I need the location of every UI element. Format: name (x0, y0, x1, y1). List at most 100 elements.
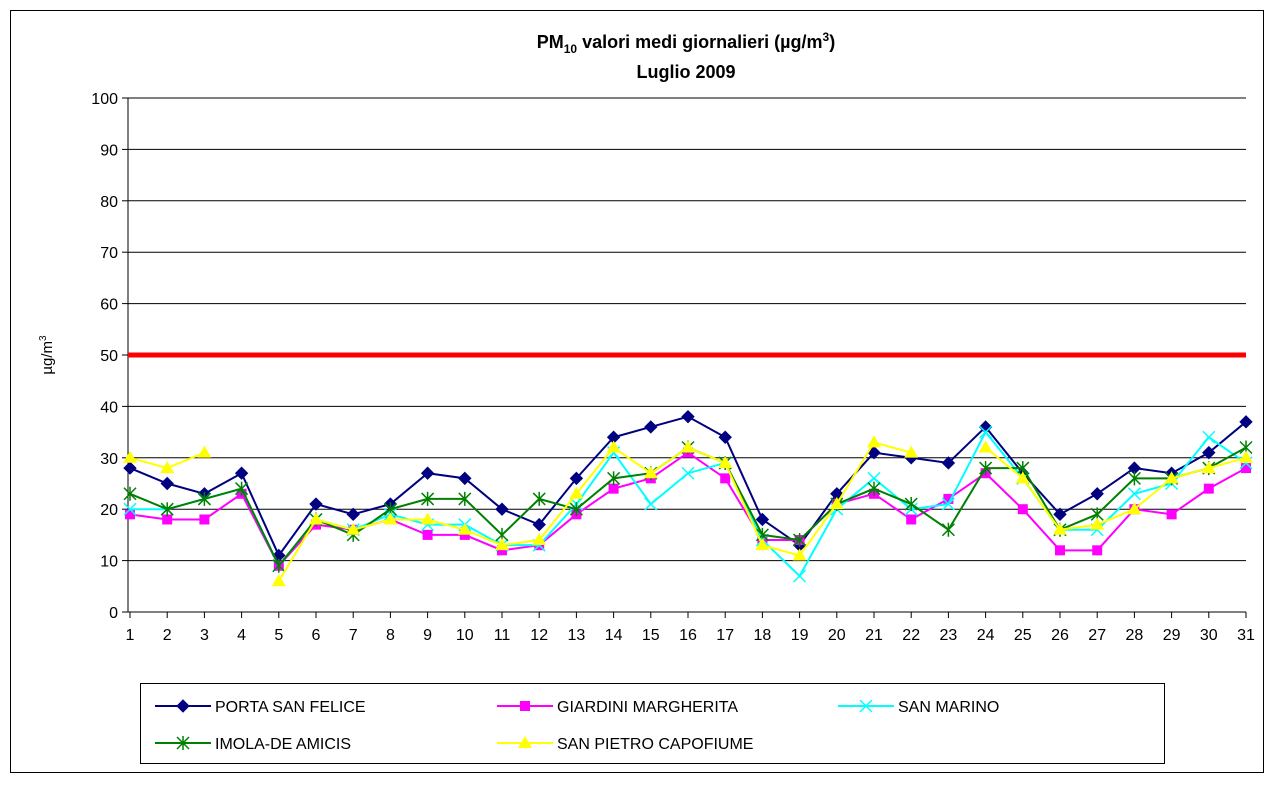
x-tick-label: 31 (1237, 627, 1255, 644)
marker (718, 455, 733, 468)
marker (718, 430, 732, 444)
marker (346, 522, 361, 535)
marker (160, 461, 175, 474)
marker (532, 491, 546, 506)
marker (197, 445, 212, 458)
marker (309, 512, 323, 525)
legend-label: GIARDINI MARGHERITA (557, 699, 738, 716)
marker (458, 471, 472, 486)
marker (309, 497, 323, 511)
marker (459, 529, 470, 540)
x-tick-label: 3 (200, 627, 209, 644)
marker (569, 502, 583, 517)
x-tick-label: 22 (902, 627, 920, 644)
title-part: valori medi giornalieri (µg/m (577, 32, 822, 52)
y-tick-label: 100 (91, 91, 118, 108)
x-tick-label: 5 (274, 627, 283, 644)
marker (943, 493, 954, 504)
x-tick-label: 16 (679, 627, 697, 644)
marker (160, 502, 174, 517)
marker (792, 548, 807, 561)
chart-subtitle: Luglio 2009 (636, 62, 735, 82)
title-superscript: 3 (823, 30, 830, 44)
y-tick-label: 60 (100, 297, 118, 314)
x-tick-label: 21 (865, 627, 883, 644)
y-tick-label: 10 (100, 554, 118, 571)
marker (1127, 487, 1141, 501)
x-tick-label: 20 (828, 627, 846, 644)
marker (1015, 471, 1030, 484)
x-tick-label: 2 (163, 627, 172, 644)
chart-border (10, 10, 1264, 773)
x-tick-label: 25 (1014, 627, 1032, 644)
marker (123, 486, 137, 501)
x-tick-label: 14 (605, 627, 623, 644)
y-tick-label: 50 (100, 348, 118, 365)
marker (125, 509, 135, 520)
x-tick-label: 19 (791, 627, 809, 644)
marker (941, 456, 956, 470)
marker (495, 502, 509, 516)
x-tick-label: 9 (423, 627, 432, 644)
marker (941, 497, 955, 511)
marker (234, 466, 249, 480)
marker (607, 471, 621, 486)
x-tick-label: 30 (1200, 627, 1218, 644)
marker (1203, 483, 1214, 494)
x-tick-label: 13 (568, 627, 586, 644)
legend-label: SAN PIETRO CAPOFIUME (557, 736, 753, 753)
marker (422, 529, 433, 540)
chart-title: PM10 valori medi giornalieri (µg/m3) (537, 30, 835, 56)
marker (606, 440, 621, 453)
marker (176, 736, 190, 750)
marker (1127, 471, 1141, 486)
marker (123, 461, 137, 475)
marker (271, 574, 286, 587)
marker (904, 497, 918, 512)
x-tick-label: 4 (237, 627, 246, 644)
marker (755, 512, 770, 527)
y-tick-label: 70 (100, 245, 118, 262)
marker (644, 497, 658, 511)
title-part: PM (537, 32, 564, 52)
marker (644, 420, 658, 434)
x-tick-label: 1 (126, 627, 135, 644)
marker (1017, 504, 1028, 515)
y-tick-label: 0 (109, 605, 118, 622)
marker (1055, 545, 1065, 556)
x-tick-label: 17 (716, 627, 734, 644)
x-tick-label: 18 (754, 627, 772, 644)
marker (162, 514, 173, 525)
marker (1090, 517, 1105, 530)
marker (906, 514, 917, 525)
x-tick-label: 26 (1051, 627, 1069, 644)
y-label-superscript: 3 (38, 335, 49, 341)
marker (420, 466, 435, 480)
marker (235, 481, 249, 496)
marker (569, 486, 584, 499)
marker (904, 445, 919, 458)
y-tick-label: 30 (100, 451, 118, 468)
marker (1092, 545, 1103, 556)
title-subscript: 10 (564, 42, 578, 56)
legend-label: PORTA SAN FELICE (215, 699, 366, 716)
marker (1164, 471, 1179, 484)
x-tick-label: 15 (642, 627, 660, 644)
x-tick-label: 10 (456, 627, 474, 644)
marker (867, 435, 881, 448)
marker (681, 466, 695, 480)
marker (829, 497, 844, 510)
marker (1053, 522, 1067, 535)
marker (1166, 509, 1177, 520)
marker (532, 517, 546, 532)
marker (793, 569, 807, 583)
marker (272, 558, 286, 573)
marker (681, 440, 695, 453)
marker (383, 512, 398, 525)
marker (978, 440, 993, 453)
marker (346, 507, 360, 522)
y-tick-label: 40 (100, 399, 118, 416)
marker (1202, 430, 1216, 444)
marker (569, 471, 584, 486)
y-axis-label: µg/m3 (38, 335, 56, 375)
